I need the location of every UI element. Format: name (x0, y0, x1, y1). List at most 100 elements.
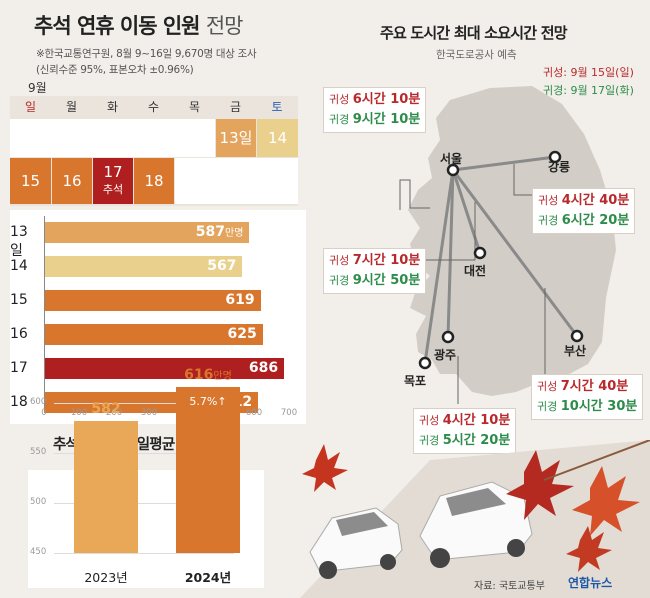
maple-leaf-icon (302, 444, 348, 492)
bar-category-label: 16 (10, 326, 28, 342)
calendar-day-16: 16 (52, 158, 92, 204)
home-label: 귀성 (329, 254, 350, 267)
year-bar-value-number: 582 (91, 401, 121, 417)
home-time: 7시간 40분 (560, 379, 629, 394)
survey-note: ※한국교통연구원, 8월 9~16일 9,670명 대상 조사 (36, 48, 257, 60)
bar-category-label: 15 (10, 292, 28, 308)
car-icon (419, 481, 533, 568)
return-time: 6시간 20분 (561, 213, 630, 228)
x-tick-label: 300 (140, 408, 158, 418)
city-gwangju: 광주 (434, 348, 457, 362)
calendar-day-18: 18 (134, 158, 174, 204)
home-label: 귀성 (538, 194, 559, 207)
source-label: 자료: 국토교통부 (474, 581, 545, 592)
x-tick-label: 100 (70, 408, 88, 418)
city-seoul: 서울 (440, 152, 463, 166)
y-tick-label: 600 (30, 397, 47, 407)
return-time: 10시간 30분 (560, 399, 638, 414)
calendar-day-13: 13일 (216, 119, 256, 157)
weekday-thu: 목 (174, 96, 215, 118)
y-tick-label: 500 (30, 497, 47, 507)
weekday-sun: 일 (10, 96, 51, 118)
bar-value-number: 625 (227, 326, 257, 342)
bar-value-number: 567 (207, 258, 237, 274)
bar-mark: 587만명 (44, 222, 250, 243)
legend-return: 귀경: 9월 17일(화) (543, 84, 634, 97)
year-category-label: 2023년 (84, 570, 128, 585)
bar-category-label: 14 (10, 258, 28, 274)
home-label: 귀성 (537, 380, 558, 393)
bar-category-label: 17 (10, 360, 28, 376)
time-box-mokpo: 귀성 7시간 40분 귀경 10시간 30분 (531, 374, 644, 420)
gridline (54, 453, 234, 454)
weekday-wed: 수 (133, 96, 174, 118)
bar-value-label: 625 (228, 326, 257, 342)
weekday-tue: 화 (92, 96, 133, 118)
return-time: 5시간 20분 (442, 433, 511, 448)
map-title: 주요 도시간 최대 소요시간 전망 (380, 24, 568, 42)
confidence-note: (신뢰수준 95%, 표본오차 ±0.96%) (36, 64, 194, 76)
time-box-daejeon: 귀성 4시간 10분 귀경 5시간 20분 (413, 408, 517, 454)
year-bar-mark (74, 421, 138, 553)
calendar-month: 9월 (28, 81, 47, 95)
maple-leaf-icon (566, 526, 612, 572)
year-bar-value-number: 616 (184, 367, 214, 383)
calendar-empty-cells (10, 119, 215, 157)
bar-value-number: 619 (225, 292, 255, 308)
x-tick-label: 600 (245, 408, 263, 418)
branch (543, 440, 650, 481)
bar-value-unit: 만명 (225, 228, 244, 239)
gridline (54, 503, 234, 504)
bar-value-label: 619 (225, 292, 254, 308)
bar-value-number: 587 (195, 224, 226, 240)
bar-value-number: 686 (248, 360, 279, 376)
gridline (54, 553, 234, 554)
holiday-label: 추석 (102, 183, 124, 196)
home-label: 귀성 (419, 414, 440, 427)
return-label: 귀경 (329, 274, 350, 287)
city-gangneung: 강릉 (548, 160, 571, 174)
year-bar-value-unit: 만명 (213, 371, 232, 382)
change-label: 5.7%↑ (189, 395, 227, 408)
y-tick-label: 450 (30, 547, 47, 557)
x-axis-line (44, 216, 45, 408)
time-box-busan: 귀성 4시간 40분 귀경 6시간 20분 (532, 188, 636, 234)
gridline (54, 403, 234, 404)
daily-chart-panel (10, 210, 306, 424)
year-bar-value: 582 (74, 401, 138, 417)
year-bar-value: 616만명 (176, 367, 240, 383)
bar-mark: 567 (44, 256, 243, 277)
bar-mark: 619 (44, 290, 261, 311)
city-daejeon: 대전 (464, 264, 487, 278)
home-label: 귀성 (329, 93, 350, 106)
return-label: 귀경 (329, 113, 350, 126)
city-mokpo: 목포 (404, 374, 427, 388)
bar-category-label: 13일 (10, 224, 28, 259)
home-time: 4시간 40분 (561, 193, 630, 208)
return-time: 9시간 50분 (352, 273, 421, 288)
x-tick-label: 700 (280, 408, 298, 418)
bar-value-label: 587만명 (196, 224, 244, 240)
title-thin: 전망 (205, 14, 244, 38)
return-label: 귀경 (538, 214, 559, 227)
home-time: 4시간 10분 (442, 413, 511, 428)
weekday-mon: 월 (51, 96, 92, 118)
brand-logo: 연합뉴스 (568, 576, 613, 590)
calendar-day-14: 14 (257, 119, 298, 157)
calendar-day-17-num: 17 (103, 163, 123, 181)
calendar-day-15: 15 (10, 158, 51, 204)
home-time: 6시간 10분 (352, 92, 421, 107)
year-bar-mark (176, 387, 240, 553)
legend-home: 귀성: 9월 15일(일) (543, 66, 634, 79)
city-busan: 부산 (564, 344, 587, 358)
maple-leaf-icon (572, 466, 640, 536)
x-tick-label: 0 (41, 408, 47, 418)
year-category-label: 2024년 (184, 570, 232, 585)
return-label: 귀경 (537, 400, 558, 413)
illustration (300, 440, 650, 598)
bar-mark: 686 (44, 358, 285, 379)
return-time: 9시간 10분 (352, 112, 421, 127)
map-subtitle: 한국도로공사 예측 (436, 49, 517, 61)
car-icon (309, 507, 403, 579)
city-markers (418, 150, 584, 370)
